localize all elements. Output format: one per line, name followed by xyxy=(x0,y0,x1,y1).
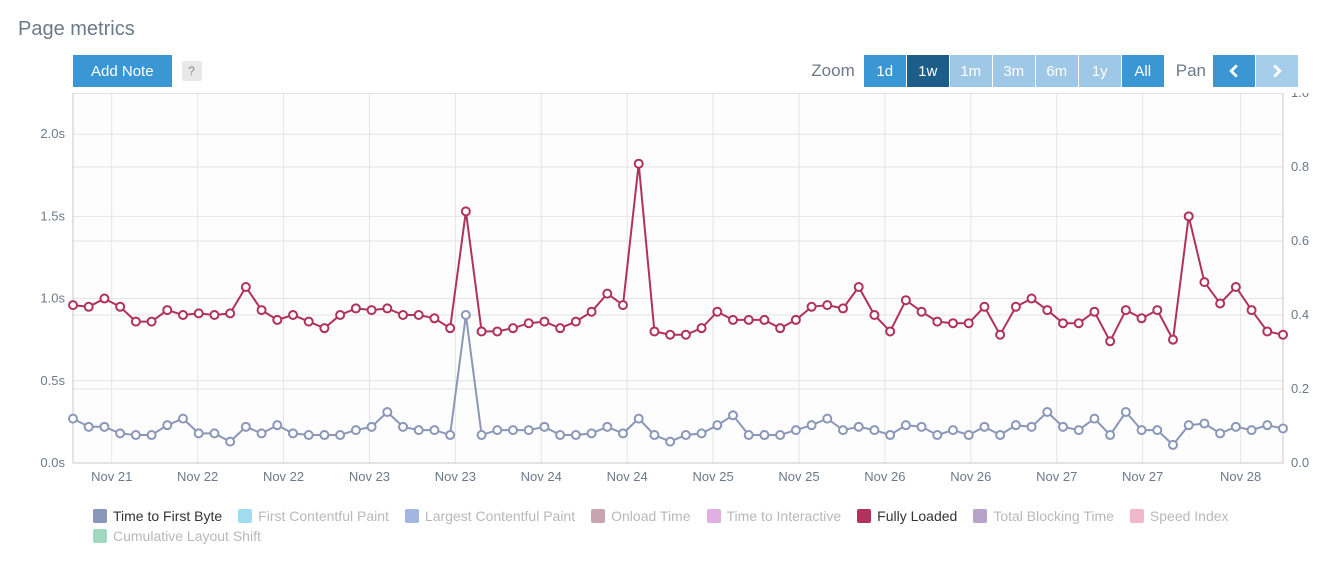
svg-text:Nov 27: Nov 27 xyxy=(1122,469,1163,484)
svg-text:0.6: 0.6 xyxy=(1291,233,1309,248)
svg-text:Nov 25: Nov 25 xyxy=(692,469,733,484)
legend-label: First Contentful Paint xyxy=(258,508,389,524)
legend-item[interactable]: Cumulative Layout Shift xyxy=(93,528,261,544)
zoom-1d-button[interactable]: 1d xyxy=(864,55,906,87)
zoom-all-button[interactable]: All xyxy=(1122,55,1164,87)
legend-item[interactable]: Onload Time xyxy=(591,508,690,524)
pan-next-button[interactable] xyxy=(1256,55,1298,87)
svg-text:1.0: 1.0 xyxy=(1291,93,1309,100)
zoom-label: Zoom xyxy=(811,61,854,81)
legend-item[interactable]: Time to First Byte xyxy=(93,508,222,524)
zoom-button-group: 1d1w1m3m6m1yAll xyxy=(863,55,1164,87)
legend-label: Cumulative Layout Shift xyxy=(113,528,261,544)
chevron-left-icon xyxy=(1227,64,1241,78)
legend-item[interactable]: Total Blocking Time xyxy=(973,508,1114,524)
chart-toolbar: Add Note ? Zoom 1d1w1m3m6m1yAll Pan xyxy=(18,55,1298,87)
legend-label: Largest Contentful Paint xyxy=(425,508,575,524)
legend-swatch xyxy=(238,509,252,523)
legend-label: Total Blocking Time xyxy=(993,508,1114,524)
legend-swatch xyxy=(93,529,107,543)
legend-item[interactable]: Fully Loaded xyxy=(857,508,957,524)
pan-label: Pan xyxy=(1176,61,1206,81)
legend-label: Time to Interactive xyxy=(727,508,842,524)
legend-swatch xyxy=(973,509,987,523)
svg-text:0.8: 0.8 xyxy=(1291,159,1309,174)
svg-text:Nov 26: Nov 26 xyxy=(864,469,905,484)
legend-label: Speed Index xyxy=(1150,508,1229,524)
metrics-line-chart: 0.0s 0.5s 1.0s 1.5s 2.0s 0.0 0.2 0.4 0.6 0.8 1.0 No… xyxy=(18,93,1317,493)
svg-text:2.0s: 2.0s xyxy=(40,126,65,141)
svg-text:Nov 24: Nov 24 xyxy=(607,469,648,484)
svg-text:Nov 21: Nov 21 xyxy=(91,469,132,484)
svg-text:Nov 28: Nov 28 xyxy=(1220,469,1261,484)
legend-label: Time to First Byte xyxy=(113,508,222,524)
legend-item[interactable]: Largest Contentful Paint xyxy=(405,508,575,524)
svg-text:Nov 26: Nov 26 xyxy=(950,469,991,484)
zoom-6m-button[interactable]: 6m xyxy=(1036,55,1078,87)
svg-text:Nov 27: Nov 27 xyxy=(1036,469,1077,484)
legend-swatch xyxy=(707,509,721,523)
svg-text:Nov 24: Nov 24 xyxy=(521,469,562,484)
svg-text:0.4: 0.4 xyxy=(1291,307,1309,322)
pan-prev-button[interactable] xyxy=(1213,55,1255,87)
svg-text:0.0: 0.0 xyxy=(1291,455,1309,470)
zoom-1w-button[interactable]: 1w xyxy=(907,55,949,87)
svg-text:Nov 23: Nov 23 xyxy=(435,469,476,484)
svg-text:1.0s: 1.0s xyxy=(40,291,65,306)
legend-swatch xyxy=(857,509,871,523)
pan-button-group xyxy=(1212,55,1298,87)
zoom-3m-button[interactable]: 3m xyxy=(993,55,1035,87)
svg-text:1.5s: 1.5s xyxy=(40,208,65,223)
svg-text:0.2: 0.2 xyxy=(1291,381,1309,396)
legend-item[interactable]: First Contentful Paint xyxy=(238,508,389,524)
chart-container: 0.0s0.5s1.0s1.5s2.0s0.00.20.40.60.81.0No… xyxy=(73,93,1298,498)
legend-label: Fully Loaded xyxy=(877,508,957,524)
help-button[interactable]: ? xyxy=(182,61,202,81)
zoom-1m-button[interactable]: 1m xyxy=(950,55,992,87)
page-title: Page metrics xyxy=(18,18,1298,41)
legend-swatch xyxy=(1130,509,1144,523)
legend-item[interactable]: Time to Interactive xyxy=(707,508,842,524)
legend-item[interactable]: Speed Index xyxy=(1130,508,1229,524)
add-note-button[interactable]: Add Note xyxy=(73,55,172,87)
svg-text:Nov 25: Nov 25 xyxy=(778,469,819,484)
svg-text:Nov 22: Nov 22 xyxy=(263,469,304,484)
chart-legend: Time to First Byte First Contentful Paint… xyxy=(93,508,1233,544)
legend-label: Onload Time xyxy=(611,508,690,524)
zoom-1y-button[interactable]: 1y xyxy=(1079,55,1121,87)
legend-swatch xyxy=(591,509,605,523)
legend-swatch xyxy=(93,509,107,523)
svg-text:Nov 23: Nov 23 xyxy=(349,469,390,484)
svg-text:0.0s: 0.0s xyxy=(40,455,65,470)
legend-swatch xyxy=(405,509,419,523)
svg-text:Nov 22: Nov 22 xyxy=(177,469,218,484)
svg-text:0.5s: 0.5s xyxy=(40,373,65,388)
chevron-right-icon xyxy=(1270,64,1284,78)
